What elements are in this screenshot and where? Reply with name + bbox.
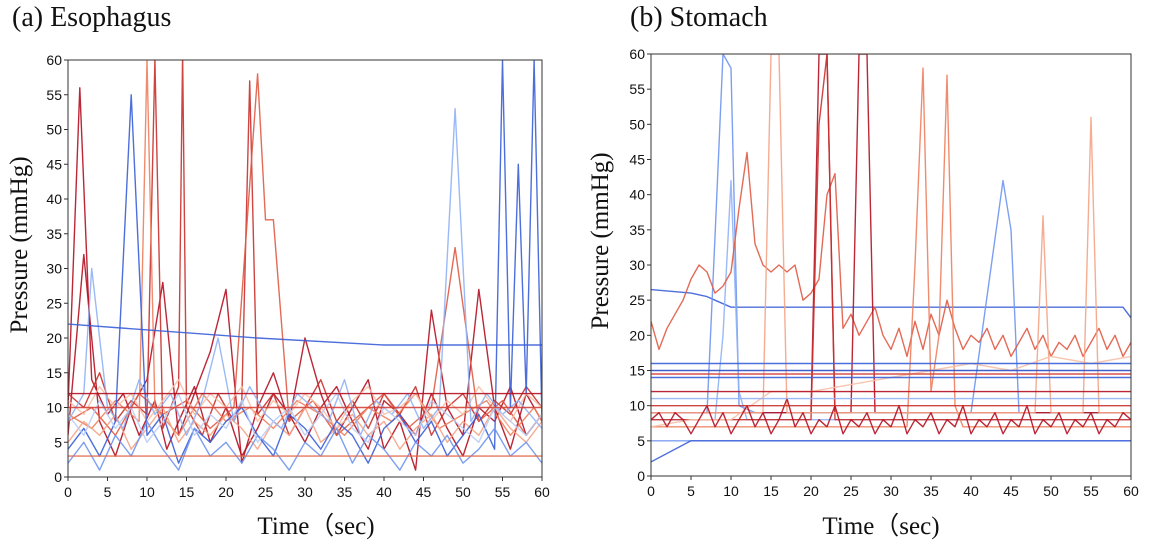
x-tick-label: 30 [297, 484, 313, 500]
x-tick-label: 15 [179, 484, 195, 500]
y-tick-label: 0 [637, 468, 645, 484]
x-tick-label: 10 [139, 484, 155, 500]
x-tick-label: 45 [416, 484, 432, 500]
y-tick-label: 15 [46, 365, 62, 381]
x-tick-label: 0 [647, 483, 655, 499]
series-line-6 [651, 54, 1131, 421]
series-line-11 [68, 392, 542, 443]
panel-title: (b) Stomach [630, 2, 768, 33]
x-axis-title: Time（sec) [257, 512, 374, 540]
series-line-9 [68, 60, 542, 464]
esophagus-panel: (a) Esophagus 0 5 10 15 20 25 30 35 40 45 50 55 60 0 5… [0, 0, 578, 543]
x-tick-label: 5 [687, 483, 695, 499]
series-line-8 [651, 54, 1131, 414]
x-tick-label: 0 [64, 484, 72, 500]
y-tick-label: 55 [46, 87, 62, 103]
esophagus-chart: 0 5 10 15 20 25 30 35 40 45 50 55 60 0 5 10 15 20 25 30 35 40… [6, 52, 550, 540]
x-tick-label: 20 [218, 484, 234, 500]
x-tick-label: 55 [1083, 483, 1099, 499]
y-tick-label: 30 [629, 257, 645, 273]
y-tick-label: 45 [629, 152, 645, 168]
x-tick-label: 25 [843, 483, 859, 499]
y-tick-label: 30 [46, 261, 62, 277]
series-line-10 [651, 397, 1131, 435]
y-tick-label: 5 [54, 434, 62, 450]
stomach-chart: 0 5 10 15 20 25 30 35 40 45 50 55 60 0 5 10 15 20 25 30 35 40… [587, 46, 1139, 540]
panel-title: (a) Esophagus [12, 2, 172, 33]
x-tick-label: 40 [963, 483, 979, 499]
y-tick-label: 20 [46, 330, 62, 346]
x-axis-title: Time（sec) [822, 512, 939, 540]
series-line-3 [651, 179, 1131, 421]
y-tick-label: 25 [46, 295, 62, 311]
x-tick-label: 60 [1123, 483, 1139, 499]
y-tick-label: 50 [629, 116, 645, 132]
y-tick-label: 40 [629, 187, 645, 203]
x-tick-label: 10 [723, 483, 739, 499]
y-tick-label: 0 [54, 469, 62, 485]
series-line-3 [68, 60, 542, 436]
y-tick-label: 10 [629, 398, 645, 414]
series-line-7 [651, 67, 1131, 428]
y-axis-title: Pressure (mmHg) [6, 156, 33, 333]
plot-area [651, 54, 1131, 463]
series-line-5 [651, 54, 1131, 414]
series-line-10 [68, 420, 542, 471]
x-tick-label: 45 [1003, 483, 1019, 499]
y-tick-label: 35 [46, 226, 62, 242]
x-tick-label: 30 [883, 483, 899, 499]
x-tick-label: 25 [258, 484, 274, 500]
x-tick-label: 50 [455, 484, 471, 500]
y-tick-label: 10 [46, 400, 62, 416]
x-tick-label: 35 [923, 483, 939, 499]
y-tick-label: 25 [629, 292, 645, 308]
plot-area [68, 60, 542, 471]
x-tick-label: 60 [534, 484, 550, 500]
series-line-14 [68, 323, 542, 346]
series-line-1 [651, 288, 1131, 319]
y-tick-label: 40 [46, 191, 62, 207]
x-tick-label: 40 [376, 484, 392, 500]
y-tick-label: 60 [629, 46, 645, 62]
y-tick-label: 45 [46, 156, 62, 172]
x-tick-label: 50 [1043, 483, 1059, 499]
stomach-panel: (b) Stomach 0 5 10 15 20 25 30 35 40 45 50 55 60 0 5 10… [578, 0, 1157, 543]
x-tick-label: 15 [763, 483, 779, 499]
x-tick-label: 5 [104, 484, 112, 500]
y-axis-title: Pressure (mmHg) [587, 152, 614, 329]
y-tick-label: 5 [637, 433, 645, 449]
x-tick-label: 35 [337, 484, 353, 500]
y-tick-label: 55 [629, 81, 645, 97]
y-tick-label: 60 [46, 52, 62, 68]
series-line-2 [651, 54, 1131, 414]
x-tick-label: 20 [803, 483, 819, 499]
y-tick-label: 20 [629, 327, 645, 343]
series-line-19 [651, 440, 1131, 463]
y-tick-label: 15 [629, 363, 645, 379]
y-tick-label: 50 [46, 122, 62, 138]
x-tick-label: 55 [495, 484, 511, 500]
y-tick-label: 35 [629, 222, 645, 238]
